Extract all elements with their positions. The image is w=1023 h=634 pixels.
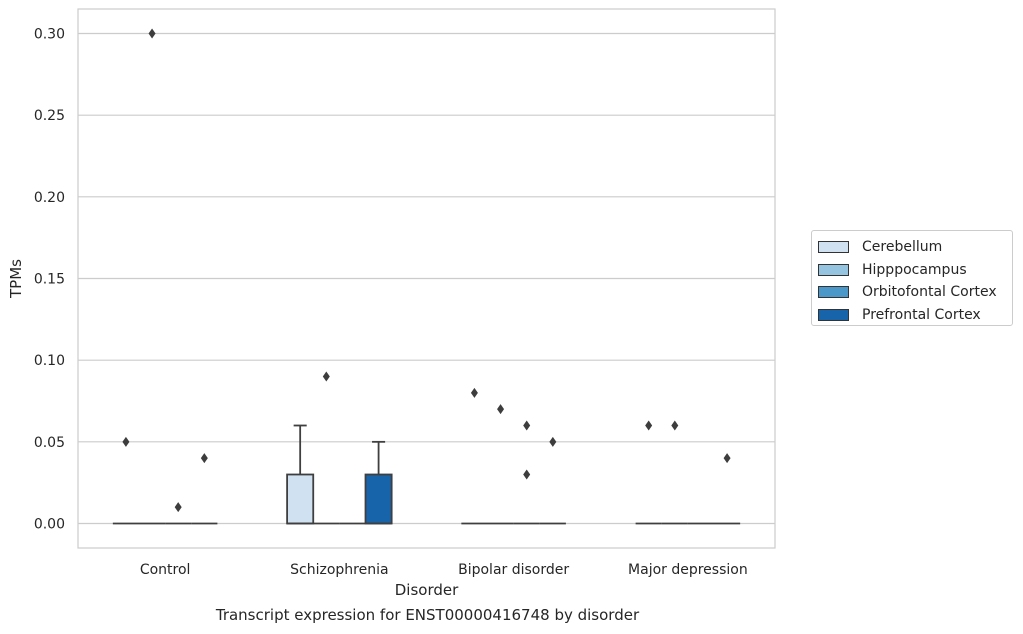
x-tick-label: Control [140, 562, 191, 578]
box-prefrontal-cortex [191, 453, 218, 525]
y-tick-label: 0.20 [34, 190, 65, 206]
y-tick-labels: 0.00 0.05 0.10 0.15 0.20 0.25 0.30 [34, 27, 65, 533]
outlier-point [470, 387, 478, 398]
plot-frame [77, 8, 776, 549]
x-axis-title: Disorder [395, 581, 459, 599]
box-orbitofontal-cortex [513, 420, 540, 525]
y-axis-title: TPMs [7, 259, 25, 299]
box-hipppocampus [138, 28, 166, 525]
chart-caption: Transcript expression for ENST0000041674… [215, 606, 640, 624]
outlier-point [523, 469, 531, 480]
y-tick-label: 0.15 [34, 272, 65, 288]
legend-item-hippocampus: Hipppocampus [818, 259, 1012, 282]
outlier-point [122, 436, 130, 447]
box-prefrontal-cortex [714, 453, 741, 525]
outlier-point [549, 436, 557, 447]
x-tick-labels: Control Schizophrenia Bipolar disorder Majo… [140, 562, 748, 578]
legend-swatch-prefrontal [818, 308, 849, 321]
legend: Cerebellum Hipppocampus Orbitofontal Cor… [811, 230, 1013, 326]
box-hipppocampus [661, 420, 688, 525]
outlier-point [645, 420, 653, 431]
legend-swatch-orbitofrontal [818, 286, 849, 299]
legend-swatch-hippocampus [818, 263, 849, 276]
y-tick-label: 0.30 [34, 27, 65, 43]
box-cerebellum [635, 420, 662, 525]
legend-label-cerebellum: Cerebellum [862, 239, 943, 256]
x-tick-label: Bipolar disorder [458, 562, 569, 578]
legend-item-prefrontal: Prefrontal Cortex [818, 304, 1012, 327]
box-prefrontal-cortex [539, 436, 566, 525]
box-prefrontal-cortex [364, 440, 393, 525]
outlier-point [148, 28, 156, 39]
legend-item-orbitofrontal: Orbitofontal Cortex [818, 281, 1012, 304]
x-tick-label: Schizophrenia [290, 562, 388, 578]
box-orbitofontal-cortex [165, 502, 192, 525]
y-tick-label: 0.10 [34, 353, 65, 369]
y-tick-label: 0.00 [34, 517, 65, 533]
box-cerebellum [461, 387, 488, 525]
legend-label-prefrontal: Prefrontal Cortex [862, 306, 981, 323]
legend-label-orbitofrontal: Orbitofontal Cortex [862, 284, 997, 301]
legend-swatch-cerebellum [818, 241, 849, 254]
outlier-point [322, 371, 330, 382]
outlier-point [497, 404, 505, 415]
outlier-point [723, 453, 731, 464]
outlier-point [200, 453, 208, 464]
box-cerebellum [286, 424, 315, 525]
y-tick-label: 0.05 [34, 435, 65, 451]
box-hipppocampus [487, 404, 514, 525]
legend-label-hippocampus: Hipppocampus [862, 261, 967, 278]
outlier-point [671, 420, 679, 431]
outlier-point [523, 420, 531, 431]
box-plot-marks [112, 28, 741, 525]
outlier-point [174, 502, 182, 513]
box-hipppocampus [313, 371, 340, 525]
y-tick-label: 0.25 [34, 108, 65, 124]
box-body [364, 473, 393, 525]
x-tick-label: Major depression [628, 562, 748, 578]
box-cerebellum [112, 436, 139, 525]
box-body [286, 473, 315, 525]
grid-lines [78, 32, 775, 525]
legend-item-cerebellum: Cerebellum [818, 236, 1012, 259]
